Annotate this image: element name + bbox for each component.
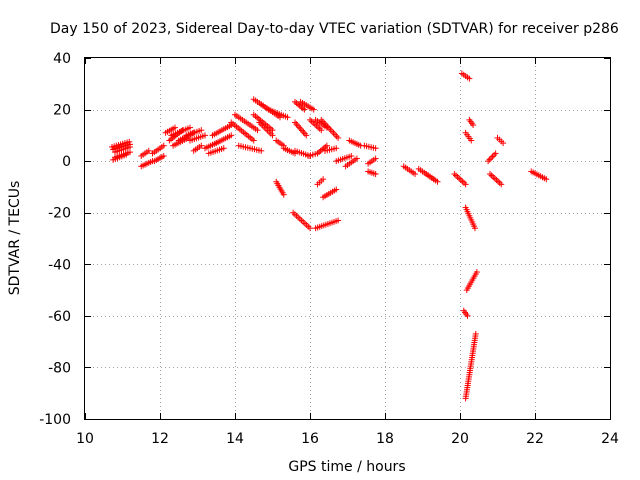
x-tick-label: 18: [376, 431, 394, 447]
y-axis-label: SDTVAR / TECUs: [7, 181, 23, 296]
data-point: [145, 147, 152, 154]
data-point: [126, 138, 133, 145]
data-point: [353, 155, 360, 162]
y-tick-label: 0: [62, 154, 71, 170]
data-point: [198, 127, 205, 134]
data-point: [250, 137, 257, 144]
x-tick-label: 24: [601, 431, 619, 447]
data-point: [310, 106, 317, 113]
data-point: [198, 142, 205, 149]
data-point: [462, 181, 469, 188]
data-point: [127, 149, 133, 156]
data-point: [472, 330, 479, 337]
data-point: [123, 151, 130, 158]
data-point: [464, 312, 471, 319]
data-points: [109, 70, 550, 402]
data-point: [187, 124, 193, 131]
data-point: [277, 114, 283, 121]
data-point: [280, 191, 287, 198]
y-tick-label: -40: [48, 257, 71, 273]
data-point: [335, 217, 342, 224]
y-tick-label: 40: [53, 51, 71, 67]
plot-frame: [84, 57, 611, 420]
data-point: [258, 147, 265, 154]
x-tick-label: 22: [526, 431, 544, 447]
x-tick-label: 14: [226, 431, 244, 447]
data-point: [160, 152, 167, 159]
data-point: [543, 176, 550, 183]
data-point: [372, 155, 379, 162]
data-point: [348, 152, 355, 159]
data-point: [372, 145, 379, 152]
data-point: [473, 269, 480, 276]
data-point: [498, 181, 505, 188]
y-tick-label: -20: [48, 206, 71, 222]
data-point: [172, 124, 178, 131]
data-point: [412, 171, 418, 178]
data-point: [269, 132, 276, 139]
x-tick-label: 16: [301, 431, 319, 447]
data-point: [284, 114, 291, 121]
data-point: [488, 155, 495, 162]
data-point: [335, 134, 342, 141]
y-tick-label: -80: [48, 360, 71, 376]
data-point: [491, 151, 498, 158]
data-point: [468, 137, 475, 144]
data-point: [489, 153, 496, 160]
data-point: [202, 132, 208, 139]
data-point: [303, 132, 310, 139]
data-point: [127, 143, 133, 150]
x-tick-label: 12: [151, 431, 169, 447]
y-tick-label: -60: [48, 309, 71, 325]
chart-title: Day 150 of 2023, Sidereal Day-to-day VTE…: [50, 21, 619, 37]
data-point: [228, 132, 235, 139]
data-point: [333, 145, 340, 152]
data-point: [220, 145, 227, 152]
data-point: [372, 171, 379, 178]
data-point: [492, 150, 499, 157]
x-axis-label: GPS time / hours: [288, 459, 405, 475]
data-point: [485, 158, 492, 165]
data-point: [470, 122, 477, 129]
data-point: [434, 178, 441, 185]
x-tick-label: 20: [451, 431, 469, 447]
grid: [85, 58, 610, 419]
data-point: [486, 156, 493, 163]
data-point: [500, 140, 507, 147]
data-point: [160, 142, 167, 149]
y-tick-label: 20: [53, 103, 71, 119]
data-point: [318, 127, 325, 134]
data-point: [301, 106, 308, 113]
data-point: [472, 225, 478, 232]
data-point: [307, 225, 313, 232]
data-point: [254, 127, 261, 134]
data-point: [320, 176, 327, 183]
y-tick-label: -100: [39, 412, 71, 428]
x-tick-label: 10: [76, 431, 94, 447]
data-point: [333, 186, 340, 193]
data-point: [466, 75, 473, 82]
axis-ticks: 10 12 14 16 18 20 22 24 40 20 0 -20 -40 -60 -80 -100: [39, 51, 619, 447]
